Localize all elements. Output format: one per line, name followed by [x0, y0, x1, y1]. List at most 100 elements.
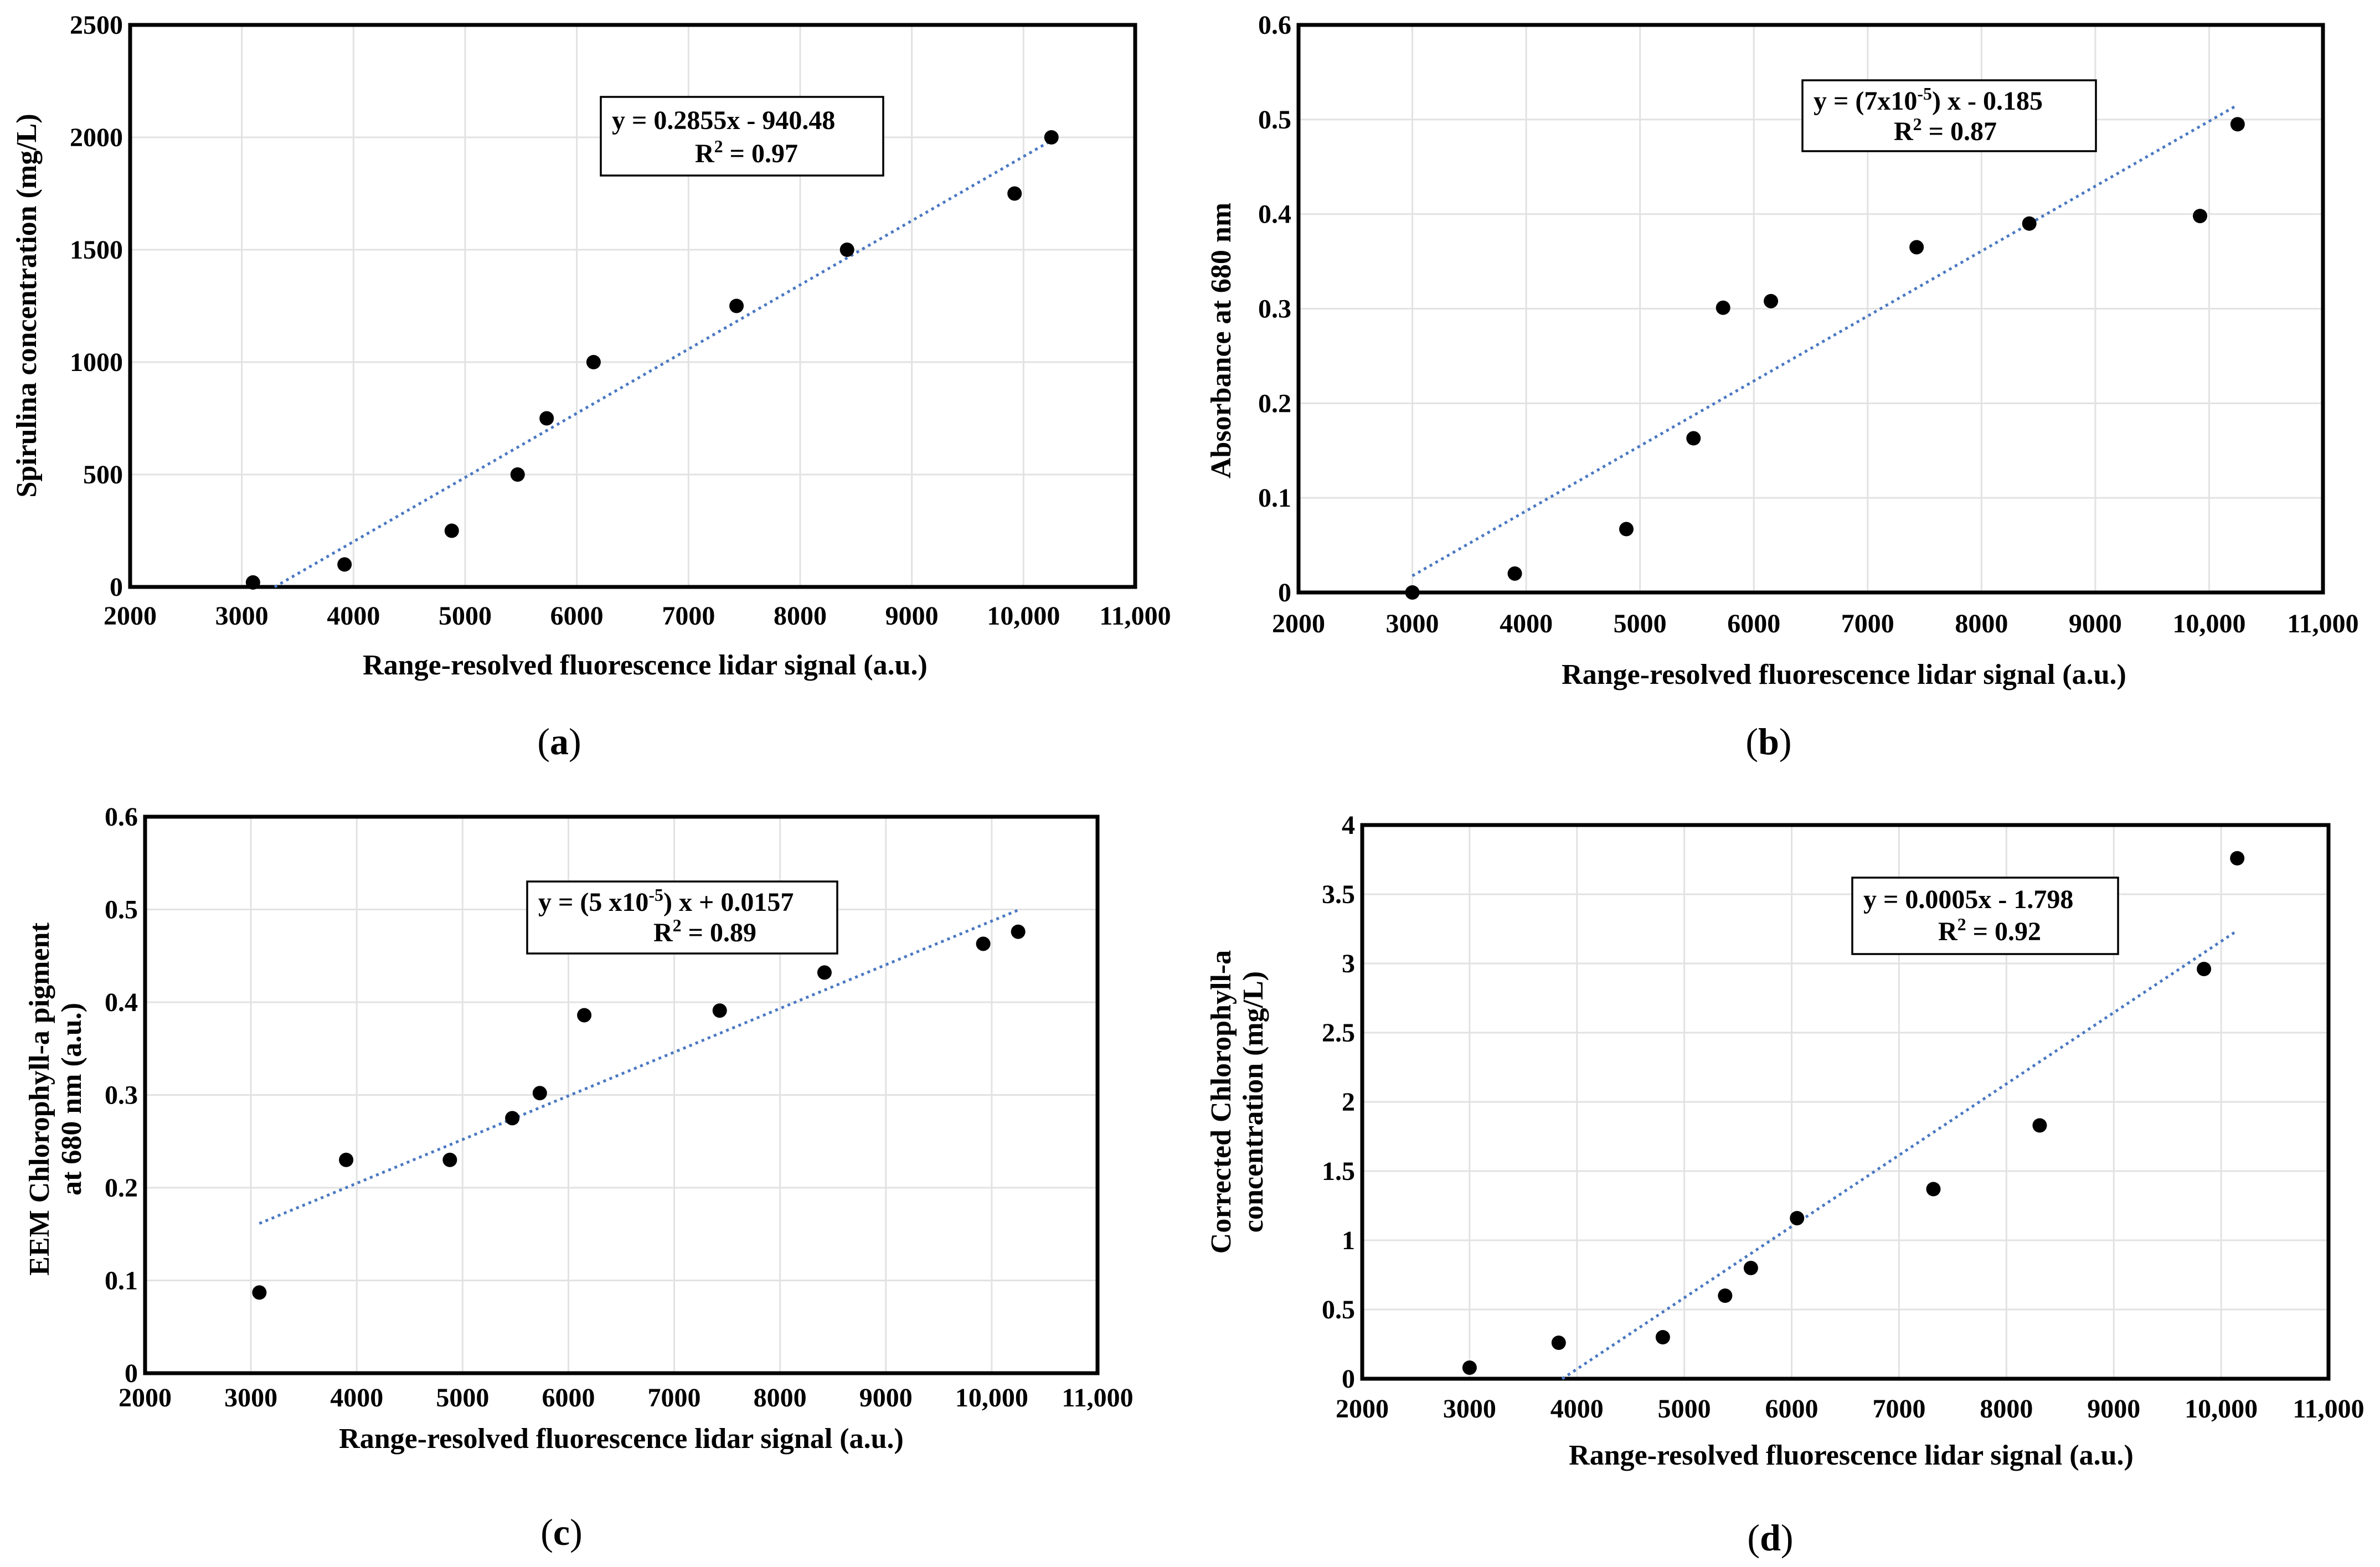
chart-a-y-label: Spirulina concentration (mg/L): [11, 114, 43, 497]
chart-c-equation: y = (5 x10-5) x + 0.0157: [538, 885, 794, 917]
chart-d-x-tick-label: 10,000: [2185, 1394, 2258, 1424]
chart-d-equation: y = 0.0005x - 1.798: [1863, 885, 2073, 914]
chart-c: 2000 3000 4000 5000 6000 7000 8000 9000 10,000 11…: [24, 802, 1134, 1553]
chart-d-frame: [1360, 823, 2331, 1381]
chart-c-x-tick-label: 4000: [330, 1383, 383, 1413]
chart-a-y-tick-label: 1500: [70, 235, 123, 265]
chart-d-data-point: [1790, 1211, 1805, 1225]
chart-d-data-point: [2230, 851, 2245, 865]
chart-b-data-point: [2022, 216, 2037, 231]
chart-c-fit-line: [259, 909, 1019, 1225]
chart-d-x-tick-label: 6000: [1765, 1394, 1819, 1424]
chart-a-y-tick-label: 2500: [70, 11, 123, 40]
chart-d-x-tick-label: 7000: [1872, 1394, 1925, 1424]
chart-c-y-tick-label: 0.2: [105, 1173, 138, 1203]
chart-b-y-tick-label: 0.6: [1258, 11, 1291, 40]
chart-a-data-point: [1007, 186, 1022, 201]
chart-a-data-point: [839, 243, 854, 257]
chart-c-x-tick-label: 3000: [224, 1383, 277, 1413]
chart-a-x-tick-label: 10,000: [987, 601, 1060, 631]
chart-b-data-point: [1507, 566, 1522, 581]
chart-a-equation: y = 0.2855x - 940.48: [612, 106, 835, 135]
chart-d-data-point: [1926, 1182, 1941, 1197]
chart-d-y-tick-label: 2: [1342, 1087, 1355, 1117]
chart-c-data-point: [577, 1008, 592, 1023]
chart-b-y-tick-label: 0.1: [1258, 483, 1291, 513]
chart-a-x-tick-label: 2000: [104, 601, 157, 631]
chart-c-data-point: [532, 1086, 547, 1101]
chart-b-data-point: [1686, 431, 1701, 446]
chart-a-equation-box: [600, 96, 884, 177]
chart-a-data-point: [245, 575, 260, 590]
chart-b-x-tick-label: 11,000: [2287, 609, 2358, 638]
chart-d-data-point: [2197, 962, 2212, 976]
chart-c-x-tick-label: 9000: [859, 1383, 913, 1413]
chart-d-y-tick-label: 3: [1342, 949, 1355, 978]
chart-c-points: [252, 924, 1026, 1300]
chart-b-data-point: [1619, 522, 1634, 537]
chart-d-y-tick-label: 1: [1342, 1226, 1355, 1255]
chart-d-y-ticks: 0 0.5 1 1.5 2 2.5 3 3.5 4: [1322, 811, 1355, 1394]
chart-d-y-label-line2: concentration (mg/L): [1238, 971, 1269, 1233]
chart-a-x-label: Range-resolved fluorescence lidar signal…: [363, 650, 928, 681]
chart-b-y-label: Absorbance at 680 nm: [1206, 203, 1237, 478]
chart-a-x-tick-label: 3000: [215, 601, 269, 631]
chart-b-equation-box: [1801, 79, 2097, 152]
chart-c-y-label-line1: EEM Chlorophyll-a pigment: [24, 922, 55, 1276]
chart-d-y-tick-label: 0: [1342, 1364, 1355, 1394]
chart-d-r-squared: R2 = 0.92: [1938, 914, 2041, 946]
chart-d: 2000 3000 4000 5000 6000 7000 8000 9000 10,000 11…: [1206, 811, 2364, 1559]
chart-b-x-ticks: 2000 3000 4000 5000 6000 7000 8000 9000 10,000 11…: [1272, 609, 2359, 638]
chart-b-x-tick-label: 10,000: [2172, 609, 2245, 638]
chart-c-data-point: [1011, 924, 1026, 939]
chart-c-x-label: Range-resolved fluorescence lidar signal…: [339, 1423, 904, 1455]
chart-d-equation-box: [1851, 877, 2119, 955]
chart-a-frame: [128, 23, 1137, 589]
chart-d-points: [1462, 851, 2245, 1375]
chart-d-caption: (d): [1747, 1517, 1793, 1559]
chart-d-x-tick-label: 5000: [1658, 1394, 1711, 1424]
chart-a-points: [245, 130, 1059, 590]
chart-b: 2000 3000 4000 5000 6000 7000 8000 9000 10,000 11…: [1206, 11, 2359, 762]
chart-c-x-tick-label: 10,000: [955, 1383, 1028, 1413]
chart-d-y-tick-label: 3.5: [1322, 880, 1355, 909]
chart-c-y-tick-label: 0.4: [105, 988, 138, 1017]
chart-d-y-tick-label: 0.5: [1322, 1295, 1355, 1324]
chart-c-caption: (c): [540, 1511, 583, 1553]
chart-d-x-tick-label: 2000: [1336, 1394, 1389, 1424]
chart-b-x-tick-label: 3000: [1386, 609, 1439, 638]
chart-d-y-tick-label: 1.5: [1322, 1157, 1355, 1186]
chart-c-x-tick-label: 7000: [648, 1383, 701, 1413]
chart-a-data-point: [539, 411, 554, 426]
chart-a-x-tick-label: 5000: [439, 601, 492, 631]
chart-d-x-tick-label: 3000: [1443, 1394, 1496, 1424]
chart-b-caption: (b): [1745, 720, 1791, 762]
chart-d-data-point: [1462, 1360, 1477, 1375]
chart-a-fit-line: [274, 139, 1052, 589]
chart-a-data-point: [444, 523, 459, 538]
chart-b-data-point: [1405, 585, 1420, 600]
chart-b-points: [1405, 117, 2245, 600]
chart-a-data-point: [1044, 130, 1059, 145]
chart-b-data-point: [2193, 209, 2207, 224]
chart-a-data-point: [510, 467, 525, 482]
chart-c-x-tick-label: 8000: [754, 1383, 807, 1413]
chart-a-r-squared: R2 = 0.97: [695, 136, 798, 168]
chart-b-x-tick-label: 6000: [1727, 609, 1780, 638]
chart-a-y-tick-label: 500: [83, 460, 123, 489]
chart-d-data-point: [1718, 1288, 1733, 1303]
chart-a-x-tick-label: 7000: [662, 601, 715, 631]
chart-a-data-point: [586, 355, 601, 369]
chart-d-x-tick-label: 8000: [1980, 1394, 2033, 1424]
chart-c-x-tick-label: 11,000: [1062, 1383, 1133, 1413]
chart-c-x-ticks: 2000 3000 4000 5000 6000 7000 8000 9000 10,000 11…: [119, 1383, 1134, 1413]
chart-a: 2000 3000 4000 5000 6000 7000 8000 9000 10,000 11…: [11, 11, 1171, 762]
chart-b-x-tick-label: 7000: [1841, 609, 1894, 638]
chart-b-data-point: [1716, 300, 1730, 315]
chart-d-data-point: [1743, 1261, 1758, 1275]
chart-b-y-tick-label: 0.5: [1258, 105, 1291, 135]
chart-b-y-ticks: 0 0.1 0.2 0.3 0.4 0.5 0.6: [1258, 11, 1291, 607]
chart-c-data-point: [976, 936, 991, 951]
chart-a-x-tick-label: 6000: [550, 601, 604, 631]
